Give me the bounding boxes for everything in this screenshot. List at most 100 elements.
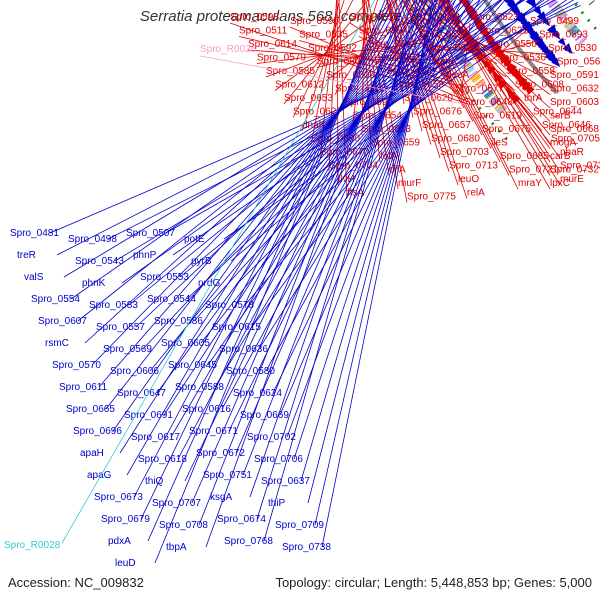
reverse-label-connector (198, 0, 407, 526)
forward-gene-label: Spro_0523 (470, 12, 519, 23)
reverse-gene-label: Spro_0696 (73, 426, 122, 437)
reverse-label-connector (205, 0, 404, 548)
cog-bar (569, 26, 578, 35)
forward-gene-label: Spro_0594 (419, 30, 468, 41)
reverse-label-connector (242, 0, 428, 476)
reverse-gene-label: Spro_0674 (217, 514, 266, 525)
reverse-label-connector (154, 0, 386, 564)
reverse-gene-label: Spro_0607 (38, 316, 87, 327)
cog-bar (491, 98, 501, 107)
reverse-gene-label: Spro_0751 (203, 470, 252, 481)
forward-label-connector (441, 0, 551, 190)
cog-bar (476, 79, 485, 88)
forward-gene-label: Spro_0675 (482, 124, 531, 135)
reverse-label-connector (49, 5, 581, 234)
reverse-gene-label: Spro_0557 (96, 322, 145, 333)
cog-bar (571, 29, 581, 37)
forward-label-connector (439, 0, 552, 145)
forward-gene-label: Spro_0608 (515, 80, 564, 91)
reverse-label-connector (126, 0, 403, 476)
forward-gene-label: mraY (518, 178, 542, 189)
reverse-gene-label: ksgA (210, 492, 233, 503)
reverse-label-connector (200, 0, 474, 344)
forward-gene-label: Spro_0551 (410, 16, 459, 27)
reverse-label-connector (191, 0, 411, 504)
reverse-gene-label: Spro_0611 (59, 382, 108, 393)
reverse-gene-label: rsmC (45, 338, 69, 349)
forward-label-connector (398, 0, 468, 199)
reverse-gene-label: Spro_0606 (110, 366, 159, 377)
reverse-label-connector (307, 0, 438, 504)
reverse-label-connector (165, 0, 575, 234)
forward-label-connector (365, 0, 399, 190)
forward-gene-label: Spro_0670 (320, 147, 369, 158)
cog-bar (459, 57, 469, 65)
cog-bar (468, 70, 478, 78)
cog-bar (452, 49, 463, 57)
forward-gene-label: Spro_0635 (428, 43, 477, 54)
reverse-gene-label: thiQ (145, 476, 164, 487)
reverse-label-connector (128, 0, 502, 306)
reverse-gene-label: pdxA (108, 536, 131, 547)
forward-gene-label: Spro_0634 (335, 84, 384, 95)
reverse-gene-label: Spro_0618 (138, 454, 187, 465)
accession-label: Accession: NC_009832 (8, 575, 144, 590)
reverse-gene-label: leuD (115, 558, 136, 569)
reverse-label-connector (105, 0, 427, 410)
reverse-gene-label: thiP (268, 498, 286, 509)
reverse-gene-label: tbpA (166, 542, 187, 553)
reverse-label-connector (56, 0, 556, 256)
forward-label-connector (415, 0, 501, 163)
forward-gene-label: Spro_0579 (257, 53, 306, 64)
reverse-gene-label: nrdG (198, 278, 220, 289)
reverse-label-connector (258, 0, 481, 350)
cog-bar (477, 81, 486, 89)
reverse-gene-label: Spro_0671 (189, 426, 238, 437)
forward-gene-label: Spro_0613 (368, 39, 417, 50)
forward-gene-label: Spro_0703 (440, 147, 489, 158)
reverse-gene-label: Spro_0553 (140, 272, 189, 283)
reverse-gene-label: Spro_0691 (124, 410, 173, 421)
trna-gene-label: Spro_R0028 (4, 540, 61, 551)
reverse-label-connector (98, 0, 437, 388)
reverse-label-connector (256, 0, 421, 520)
reverse-label-connector (272, 0, 463, 394)
forward-gene-label: djlA (389, 165, 406, 176)
reverse-label-connector (149, 0, 457, 372)
cog-bar (561, 16, 570, 25)
cog-bar (490, 97, 500, 106)
cog-bar (485, 92, 495, 100)
cog-bar (578, 37, 588, 46)
reverse-gene-label: Spro_0498 (68, 234, 117, 245)
reverse-gene-label: Spro_0580 (226, 366, 275, 377)
reverse-label-connector (91, 0, 450, 366)
forward-gene-label: Spro_0585 (266, 66, 315, 77)
reverse-gene-label: Spro_0637 (261, 476, 310, 487)
forward-gene-label: lpxC (550, 178, 570, 189)
reverse-gene-inner-arrow (533, 5, 542, 16)
reverse-label-connector (140, 0, 393, 520)
reverse-gene-label: Spro_0709 (275, 520, 324, 531)
reverse-gene-label: Spro_0569 (103, 344, 152, 355)
forward-gene-label: relA (467, 188, 485, 199)
cog-bar (465, 66, 475, 74)
forward-gene-label: Spro_0646 (542, 120, 591, 131)
reverse-gene-label: Spro_0768 (224, 536, 273, 547)
forward-gene-label: leuO (458, 174, 479, 185)
forward-label-connector (238, 36, 457, 86)
cog-bar (557, 12, 567, 20)
forward-gene-label: serB (550, 111, 571, 122)
cog-bar (574, 33, 584, 42)
reverse-gene-label: Spro_0605 (161, 338, 210, 349)
reverse-label-connector (235, 0, 433, 454)
reverse-label-connector (193, 0, 487, 322)
reverse-label-connector (107, 1, 579, 240)
cog-bar (463, 63, 473, 71)
forward-label-connector (443, 40, 540, 68)
forward-gene-label: Spro_0499 (530, 16, 579, 27)
forward-gene-label: Spro_0657 (422, 120, 471, 131)
reverse-label-connector (133, 0, 398, 498)
reverse-gene-label: Spro_0672 (196, 448, 245, 459)
cog-bar (466, 67, 476, 75)
